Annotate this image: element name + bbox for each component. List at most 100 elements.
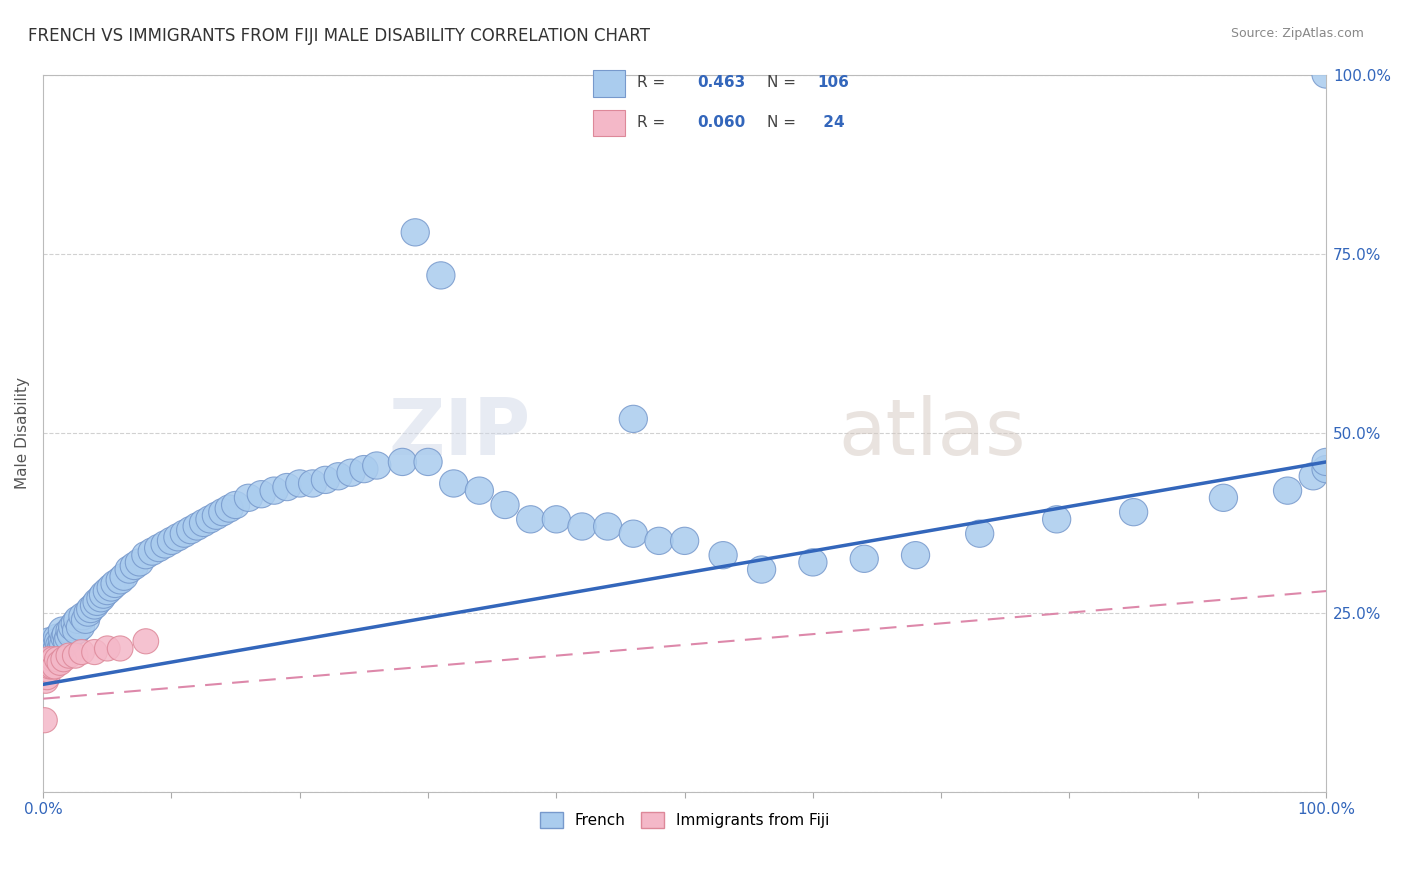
Ellipse shape — [966, 520, 994, 548]
Ellipse shape — [465, 477, 494, 504]
Ellipse shape — [110, 563, 138, 591]
Ellipse shape — [195, 506, 224, 533]
Ellipse shape — [32, 653, 60, 680]
Ellipse shape — [1312, 456, 1340, 483]
Ellipse shape — [56, 643, 82, 668]
Ellipse shape — [260, 477, 288, 504]
Ellipse shape — [46, 635, 76, 662]
Ellipse shape — [51, 647, 76, 672]
Ellipse shape — [63, 607, 91, 633]
Ellipse shape — [46, 632, 75, 658]
Ellipse shape — [45, 639, 73, 665]
Ellipse shape — [273, 474, 301, 500]
Ellipse shape — [48, 628, 76, 655]
Ellipse shape — [41, 642, 69, 669]
Ellipse shape — [1209, 484, 1237, 511]
Ellipse shape — [34, 650, 60, 675]
Ellipse shape — [285, 470, 314, 497]
Ellipse shape — [66, 614, 94, 640]
Ellipse shape — [35, 647, 60, 672]
Ellipse shape — [363, 452, 391, 479]
Ellipse shape — [69, 603, 97, 630]
Ellipse shape — [39, 635, 67, 662]
Ellipse shape — [645, 527, 673, 555]
Ellipse shape — [42, 646, 70, 673]
Ellipse shape — [163, 524, 193, 551]
Ellipse shape — [41, 647, 66, 672]
Ellipse shape — [37, 635, 65, 662]
Ellipse shape — [388, 449, 416, 475]
Text: FRENCH VS IMMIGRANTS FROM FIJI MALE DISABILITY CORRELATION CHART: FRENCH VS IMMIGRANTS FROM FIJI MALE DISA… — [28, 27, 650, 45]
Ellipse shape — [35, 653, 63, 680]
Text: 0.463: 0.463 — [697, 76, 745, 90]
Text: R =: R = — [637, 76, 671, 90]
Ellipse shape — [202, 502, 231, 529]
Ellipse shape — [49, 632, 77, 658]
Ellipse shape — [222, 491, 250, 518]
Ellipse shape — [543, 506, 571, 533]
Ellipse shape — [32, 668, 59, 693]
Ellipse shape — [39, 649, 67, 676]
Ellipse shape — [1274, 477, 1302, 504]
Ellipse shape — [145, 534, 173, 562]
Ellipse shape — [298, 470, 326, 497]
Ellipse shape — [93, 577, 121, 605]
Ellipse shape — [170, 520, 198, 548]
Ellipse shape — [37, 649, 65, 676]
Text: ZIP: ZIP — [388, 395, 530, 471]
Ellipse shape — [1312, 449, 1340, 475]
Ellipse shape — [516, 506, 544, 533]
Ellipse shape — [97, 574, 125, 601]
Ellipse shape — [34, 665, 60, 690]
Ellipse shape — [75, 599, 103, 626]
Ellipse shape — [208, 499, 236, 525]
Text: atlas: atlas — [838, 395, 1026, 471]
Ellipse shape — [62, 617, 90, 644]
Legend: French, Immigrants from Fiji: French, Immigrants from Fiji — [534, 806, 835, 835]
Text: N =: N = — [768, 115, 801, 129]
Ellipse shape — [337, 459, 366, 486]
Ellipse shape — [568, 513, 596, 541]
Ellipse shape — [440, 470, 468, 497]
Ellipse shape — [35, 657, 60, 682]
Ellipse shape — [45, 628, 73, 655]
Ellipse shape — [799, 549, 827, 576]
Ellipse shape — [491, 491, 519, 518]
Ellipse shape — [183, 513, 211, 541]
Ellipse shape — [851, 545, 879, 573]
Ellipse shape — [55, 624, 83, 651]
Ellipse shape — [1299, 463, 1327, 490]
Ellipse shape — [107, 636, 134, 661]
Ellipse shape — [83, 588, 111, 615]
Ellipse shape — [427, 261, 456, 289]
Ellipse shape — [34, 646, 62, 673]
Ellipse shape — [46, 650, 73, 675]
Ellipse shape — [1042, 506, 1071, 533]
Ellipse shape — [72, 607, 100, 633]
Text: 106: 106 — [818, 76, 849, 90]
FancyBboxPatch shape — [593, 110, 624, 136]
Ellipse shape — [44, 635, 72, 662]
Ellipse shape — [619, 405, 647, 433]
Ellipse shape — [150, 531, 179, 558]
Ellipse shape — [125, 549, 153, 576]
Ellipse shape — [1119, 499, 1147, 525]
Ellipse shape — [32, 650, 59, 675]
Ellipse shape — [105, 566, 135, 594]
Ellipse shape — [44, 624, 72, 651]
Ellipse shape — [120, 552, 149, 580]
Ellipse shape — [101, 570, 129, 598]
Ellipse shape — [593, 513, 621, 541]
Ellipse shape — [80, 591, 108, 619]
Ellipse shape — [38, 650, 63, 675]
Ellipse shape — [1312, 61, 1340, 88]
Ellipse shape — [190, 509, 218, 537]
Ellipse shape — [87, 584, 115, 612]
Text: Source: ZipAtlas.com: Source: ZipAtlas.com — [1230, 27, 1364, 40]
Ellipse shape — [42, 639, 70, 665]
Ellipse shape — [41, 632, 69, 658]
Ellipse shape — [115, 556, 143, 583]
Text: N =: N = — [768, 76, 801, 90]
Ellipse shape — [39, 654, 65, 679]
Ellipse shape — [38, 639, 66, 665]
